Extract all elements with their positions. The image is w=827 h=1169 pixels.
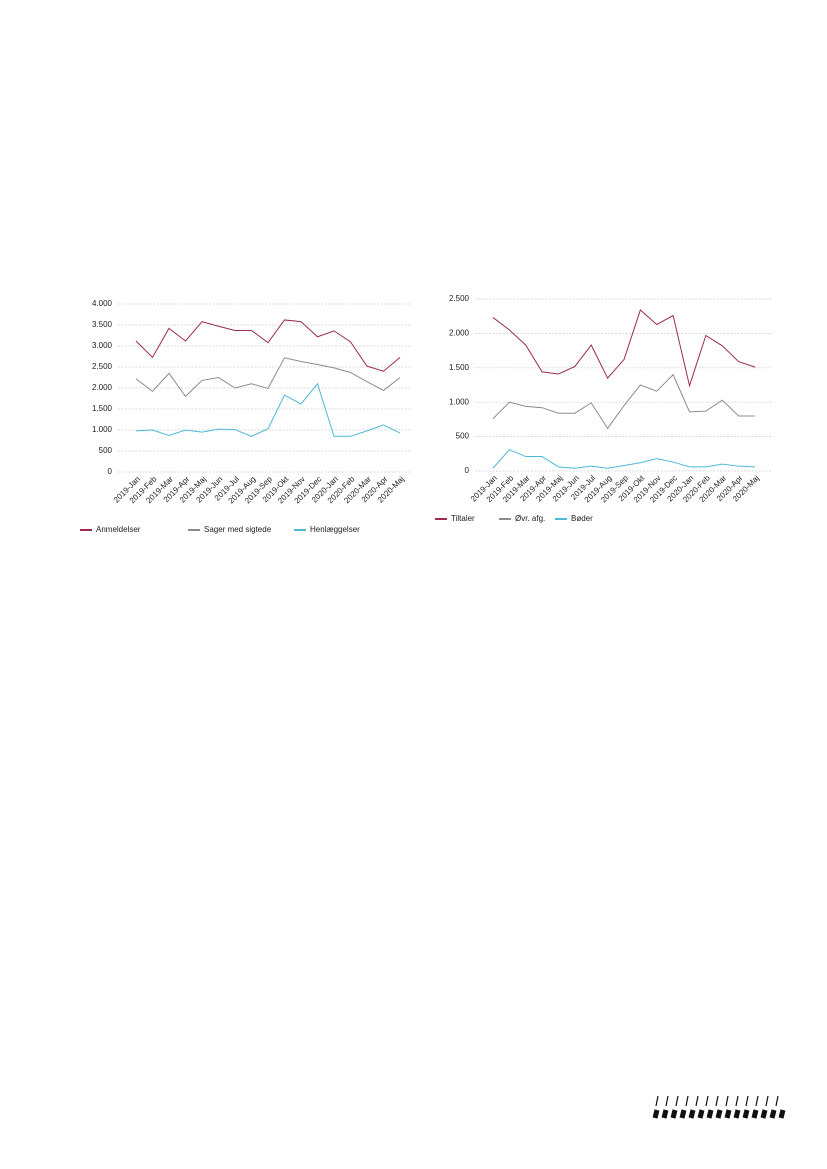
y-tick-label: 2.000 xyxy=(92,383,113,392)
series-line xyxy=(492,373,755,430)
y-tick-label: 0 xyxy=(108,467,113,476)
y-tick-label: 1.000 xyxy=(449,397,470,406)
y-tick-label: 2.000 xyxy=(449,329,470,338)
y-tick-label: 2.500 xyxy=(449,294,470,303)
series-line xyxy=(135,319,401,372)
logo xyxy=(652,1095,786,1119)
line-chart: 05001.0001.5002.0002.5002019-Jan2019-Feb… xyxy=(435,294,772,523)
series-line xyxy=(135,357,401,398)
y-tick-label: 1.500 xyxy=(92,404,113,413)
y-tick-label: 500 xyxy=(456,432,470,441)
y-tick-label: 1.000 xyxy=(92,425,113,434)
series-line xyxy=(492,309,756,388)
line-chart: 05001.0001.5002.0002.5003.0003.5004.0002… xyxy=(80,299,412,534)
y-tick-label: 500 xyxy=(99,446,113,455)
legend-label: Bøder xyxy=(571,514,593,523)
legend-label: Sager med sigtede xyxy=(204,525,272,534)
y-tick-label: 0 xyxy=(465,466,470,475)
legend-label: Henlæggelser xyxy=(310,525,360,534)
series-line xyxy=(135,382,401,437)
y-tick-label: 1.500 xyxy=(449,363,470,372)
legend-label: Anmeldelser xyxy=(96,525,141,534)
y-tick-label: 3.000 xyxy=(92,341,113,350)
y-tick-label: 3.500 xyxy=(92,320,113,329)
series-line xyxy=(492,449,756,469)
legend-label: Tiltaler xyxy=(451,514,475,523)
legend-label: Øvr. afg. xyxy=(515,514,545,523)
y-tick-label: 2.500 xyxy=(92,362,113,371)
y-tick-label: 4.000 xyxy=(92,299,113,308)
